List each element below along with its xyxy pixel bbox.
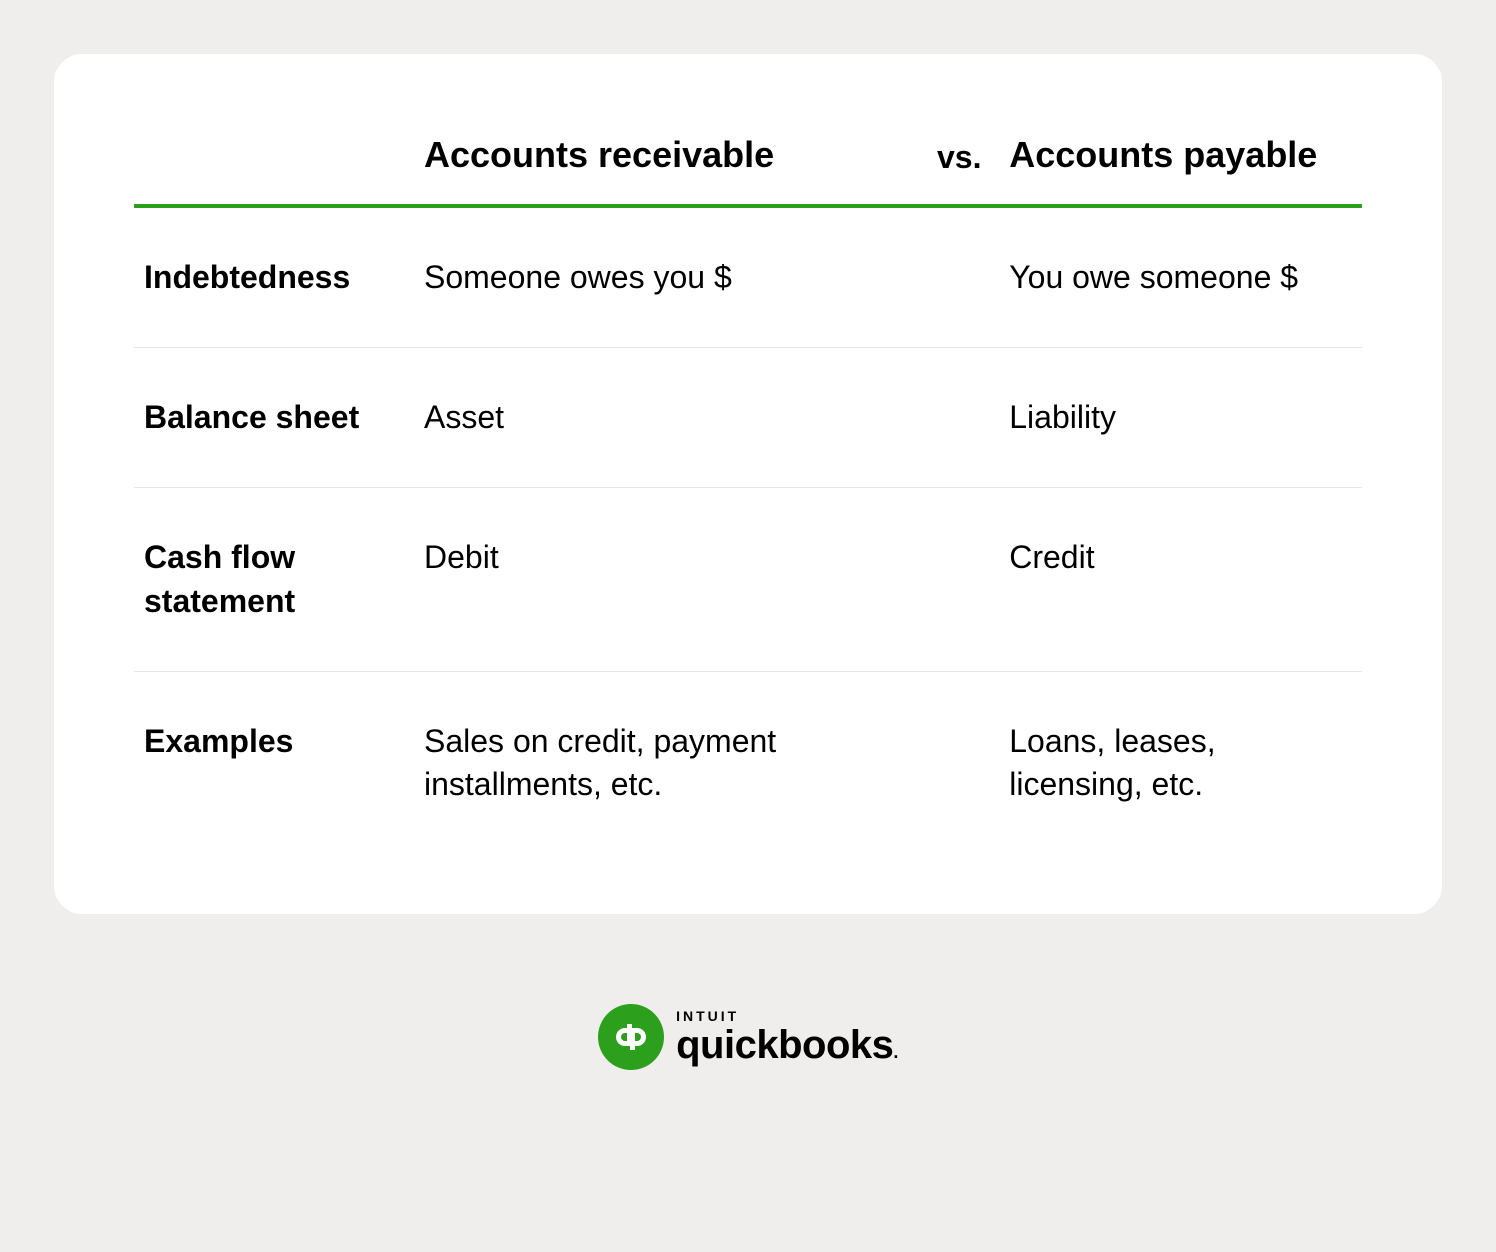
- row-label: Balance sheet: [134, 348, 414, 488]
- cell-receivable: Debit: [414, 488, 919, 671]
- header-receivable: Accounts receivable: [414, 134, 919, 206]
- row-label: Indebtedness: [134, 206, 414, 348]
- cell-vs: [919, 206, 999, 348]
- cell-payable: Loans, leases, licensing, etc.: [999, 671, 1362, 854]
- quickbooks-circle-icon: [598, 1004, 664, 1070]
- cell-receivable: Someone owes you $: [414, 206, 919, 348]
- cell-payable: Credit: [999, 488, 1362, 671]
- table-row: Examples Sales on credit, payment instal…: [134, 671, 1362, 854]
- table-row: Cash flow statement Debit Credit: [134, 488, 1362, 671]
- table-row: Balance sheet Asset Liability: [134, 348, 1362, 488]
- cell-receivable: Sales on credit, payment installments, e…: [414, 671, 919, 854]
- cell-vs: [919, 348, 999, 488]
- quickbooks-logo: INTUIT quickbooks.: [598, 1004, 898, 1070]
- cell-payable: Liability: [999, 348, 1362, 488]
- cell-vs: [919, 488, 999, 671]
- row-label: Examples: [134, 671, 414, 854]
- cell-receivable: Asset: [414, 348, 919, 488]
- cell-payable: You owe someone $: [999, 206, 1362, 348]
- qb-glyph-icon: [609, 1015, 653, 1059]
- logo-text: INTUIT quickbooks.: [676, 1009, 898, 1065]
- header-vs: vs.: [919, 134, 999, 206]
- logo-quickbooks-text: quickbooks.: [676, 1025, 898, 1065]
- table-header-row: Accounts receivable vs. Accounts payable: [134, 134, 1362, 206]
- comparison-card: Accounts receivable vs. Accounts payable…: [54, 54, 1442, 914]
- cell-vs: [919, 671, 999, 854]
- table-row: Indebtedness Someone owes you $ You owe …: [134, 206, 1362, 348]
- row-label: Cash flow statement: [134, 488, 414, 671]
- header-blank: [134, 134, 414, 206]
- logo-intuit-text: INTUIT: [676, 1009, 898, 1023]
- comparison-table: Accounts receivable vs. Accounts payable…: [134, 134, 1362, 854]
- header-payable: Accounts payable: [999, 134, 1362, 206]
